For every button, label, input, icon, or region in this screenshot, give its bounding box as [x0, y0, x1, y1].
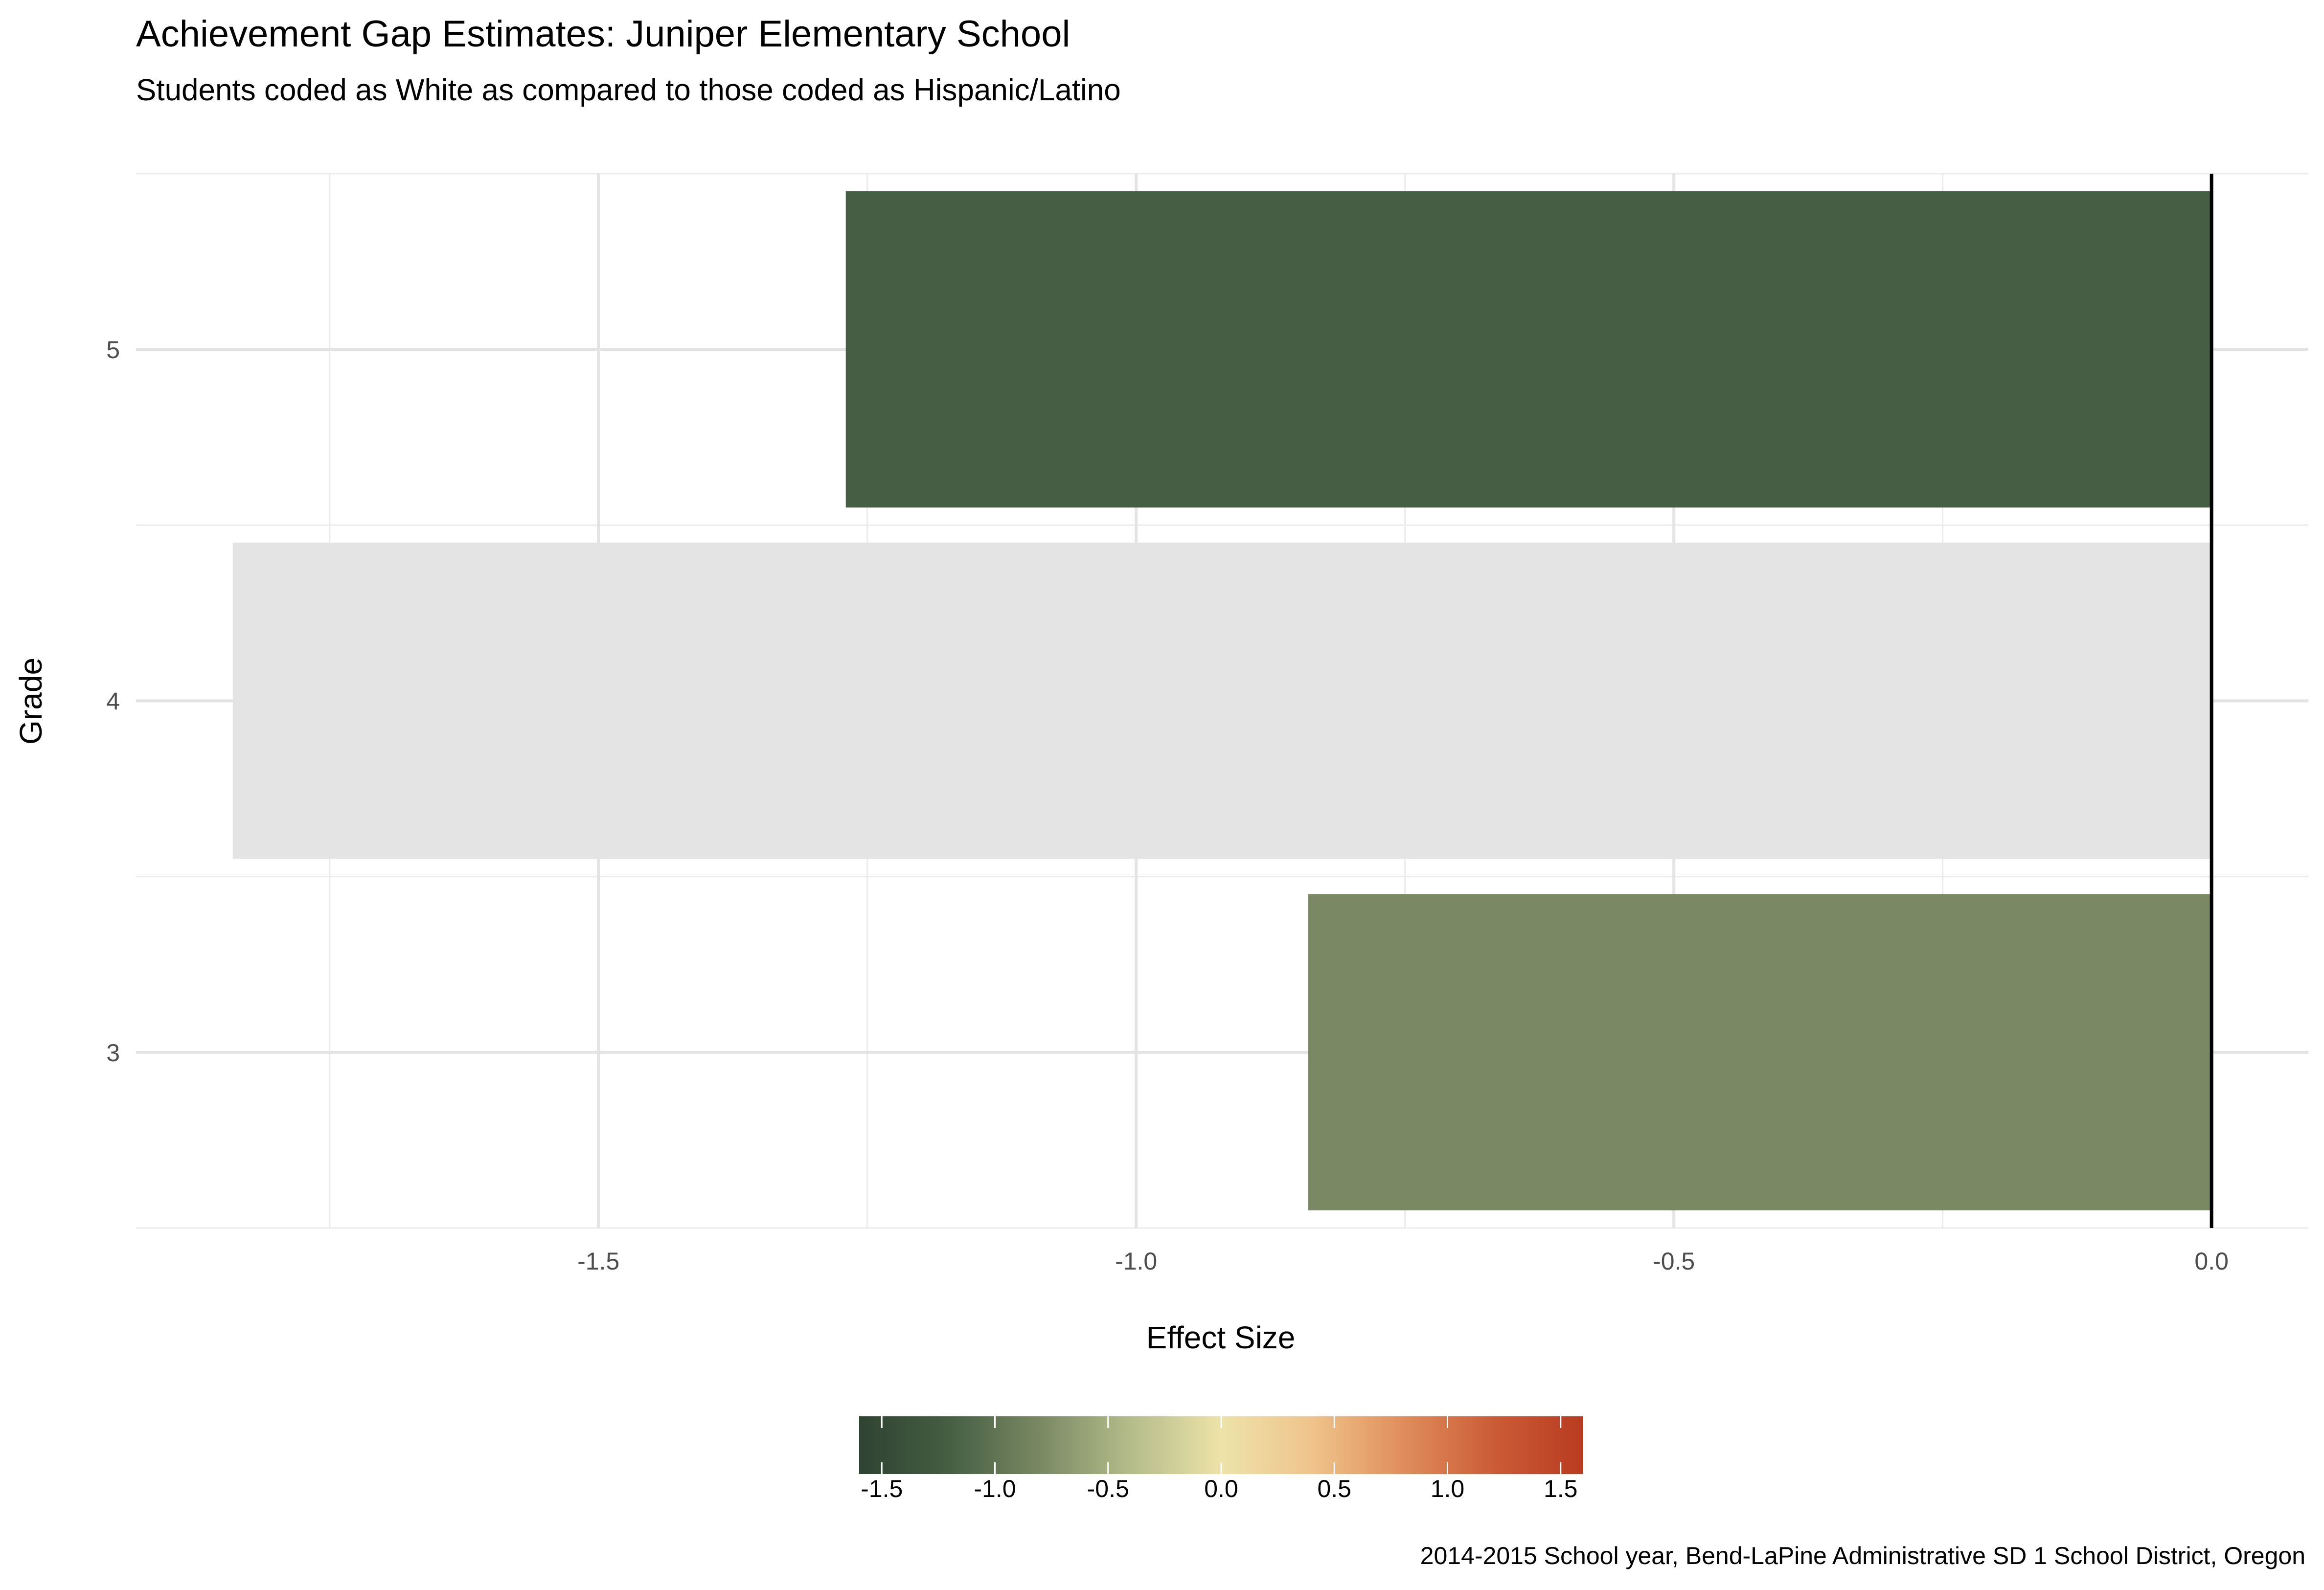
- chart-caption: 2014-2015 School year, Bend-LaPine Admin…: [1420, 1542, 2305, 1569]
- bars: [232, 191, 2212, 1211]
- x-tick-label: -1.0: [1115, 1248, 1157, 1275]
- y-tick-label: 5: [106, 336, 120, 363]
- x-axis-title: Effect Size: [1146, 1320, 1296, 1355]
- chart-title: Achievement Gap Estimates: Juniper Eleme…: [136, 13, 1070, 55]
- x-tick-label: 0.0: [2194, 1248, 2229, 1275]
- bar-grade-3: [1308, 894, 2212, 1211]
- bar-grade-4: [232, 543, 2212, 859]
- colorbar-tick-label: -1.5: [861, 1475, 903, 1502]
- colorbar-tick-label: 0.0: [1204, 1475, 1238, 1502]
- x-tick-labels: -1.5 -1.0 -0.5 0.0: [577, 1248, 2229, 1275]
- y-tick-labels: 3 4 5: [106, 336, 120, 1067]
- chart-subtitle: Students coded as White as compared to t…: [136, 73, 1121, 107]
- colorbar-legend: -1.5 -1.0 -0.5 0.0 0.5 1.0 1.5: [859, 1416, 1583, 1502]
- bar-grade-5: [845, 191, 2212, 508]
- y-tick-label: 3: [106, 1039, 120, 1067]
- y-axis-title: Grade: [13, 658, 48, 745]
- x-tick-label: -0.5: [1653, 1248, 1695, 1275]
- colorbar-tick-label: -1.0: [974, 1475, 1016, 1502]
- x-tick-label: -1.5: [577, 1248, 619, 1275]
- colorbar-tick-label: -0.5: [1087, 1475, 1129, 1502]
- colorbar-tick-label: 1.0: [1431, 1475, 1465, 1502]
- colorbar-tick-label: 0.5: [1317, 1475, 1351, 1502]
- colorbar-tick-label: 1.5: [1544, 1475, 1578, 1502]
- y-tick-label: 4: [106, 688, 120, 715]
